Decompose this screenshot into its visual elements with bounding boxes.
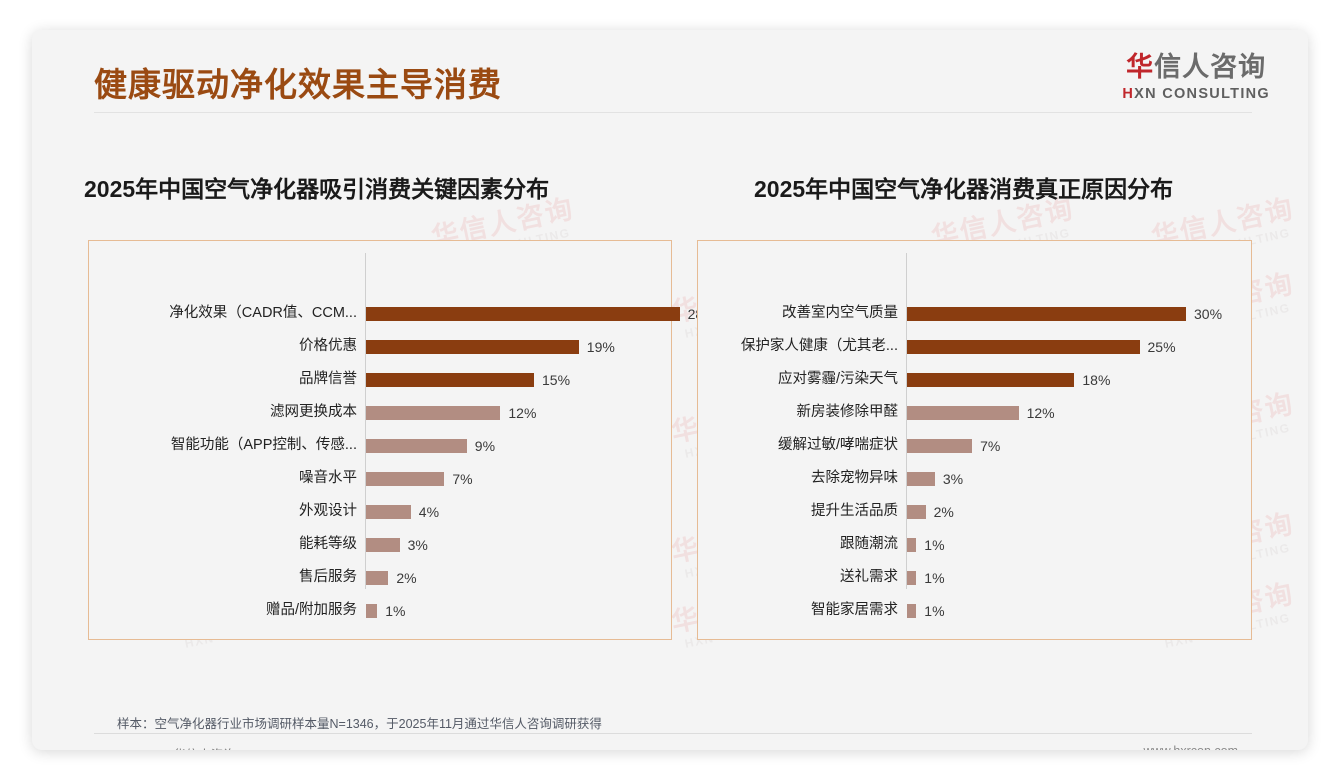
chart-category-label: 噪音水平 [299, 470, 357, 486]
chart-bar [366, 571, 389, 585]
chart-bar [907, 604, 917, 618]
chart-value-label: 3% [942, 471, 964, 487]
chart-bar [366, 439, 467, 453]
chart-value-label: 2% [933, 504, 954, 520]
chart-value-label: 3% [407, 537, 428, 553]
chart-category-label: 滤网更换成本 [270, 404, 357, 420]
chart-value-label: 19% [586, 339, 615, 355]
chart-value-label: 4% [418, 504, 440, 520]
chart-value-label: 1% [924, 603, 945, 619]
chart-value-label: 2% [396, 570, 417, 586]
logo-chinese-rest: 信人咨询 [1154, 52, 1267, 82]
chart-title-right: 2025年中国空气净化器消费真正原因分布 [754, 176, 1174, 202]
chart-bar [366, 340, 579, 354]
chart-plot-left: 净化效果（CADR值、CCM...28%价格优惠19%品牌信誉15%滤网更换成本… [89, 241, 716, 639]
chart-category-label: 改善室内空气质量 [782, 305, 898, 321]
logo-chinese-accent: 华 [1126, 52, 1155, 82]
chart-category-label: 外观设计 [299, 503, 357, 519]
chart-category-label: 新房装修除甲醛 [796, 404, 899, 420]
chart-category-label: 保护家人健康（尤其老... [740, 338, 898, 354]
chart-bar [907, 406, 1019, 420]
chart-bar [907, 340, 1140, 354]
chart-bar [907, 505, 926, 519]
chart-bar [907, 373, 1075, 387]
chart-value-label: 18% [1082, 372, 1111, 388]
chart-category-label: 净化效果（CADR值、CCM... [169, 305, 357, 321]
chart-category-label: 赠品/附加服务 [265, 602, 357, 618]
chart-value-label: 1% [385, 603, 406, 619]
chart-value-label: 25% [1147, 339, 1176, 355]
chart-value-label: 9% [474, 438, 496, 454]
logo-english-accent: H [1122, 86, 1135, 102]
chart-category-label: 智能家居需求 [811, 602, 898, 618]
slide-header: 健康驱动净化效果主导消费 华信人咨询 HXN CONSULTING [32, 30, 1308, 118]
sample-footnote: 样本：空气净化器行业市场调研样本量N=1346，于2025年11月通过华信人咨询… [117, 717, 602, 731]
title-divider [94, 112, 1252, 113]
chart-title-left: 2025年中国空气净化器吸引消费关键因素分布 [84, 176, 550, 202]
chart-bar [907, 307, 1186, 321]
chart-value-label: 7% [980, 438, 1001, 454]
chart-bar [366, 505, 411, 519]
chart-value-label: 12% [1026, 405, 1055, 421]
chart-category-label: 跟随潮流 [840, 536, 898, 552]
slide-card: 华信人咨询 HXN CONSULTING 华信人咨询 HXN CONSULTING华信… [32, 30, 1308, 750]
copyright-text: ©2026.1 HXR华信人咨询 [96, 744, 236, 750]
chart-value-label: 1% [924, 570, 945, 586]
chart-bar [366, 538, 400, 552]
logo-chinese: 华信人咨询 [1122, 54, 1270, 81]
chart-category-label: 应对雾霾/污染天气 [777, 371, 898, 387]
chart-bar [907, 538, 917, 552]
chart-bar [907, 472, 935, 486]
chart-category-label: 送礼需求 [840, 569, 898, 585]
logo-english: HXN CONSULTING [1122, 87, 1270, 102]
chart-bar [366, 604, 378, 618]
chart-category-label: 去除宠物异味 [811, 470, 898, 486]
chart-category-label: 品牌信誉 [299, 371, 357, 387]
chart-category-label: 售后服务 [299, 569, 357, 585]
chart-value-label: 1% [924, 537, 945, 553]
footer-divider [94, 733, 1252, 734]
chart-bar [366, 373, 534, 387]
chart-category-label: 智能功能（APP控制、传感... [170, 437, 357, 453]
website-url[interactable]: www.hxrcon.com [1144, 744, 1238, 750]
chart-panel-right: 改善室内空气质量 30% 保护家人健康（尤其老... 25% 应对雾霾/污染天气 18% 新… [697, 240, 1252, 640]
brand-logo: 华信人咨询 HXN CONSULTING [1122, 54, 1270, 102]
chart-category-label: 价格优惠 [299, 338, 357, 354]
chart-bar [907, 571, 917, 585]
chart-bar [907, 439, 973, 453]
chart-value-label: 7% [452, 471, 473, 487]
chart-category-label: 缓解过敏/哮喘症状 [777, 437, 898, 453]
chart-category-label: 能耗等级 [299, 536, 357, 552]
chart-value-label: 15% [542, 372, 571, 388]
chart-axis-line [906, 253, 907, 589]
chart-value-label: 30% [1194, 306, 1223, 322]
chart-panel-left: 净化效果（CADR值、CCM...28%价格优惠19%品牌信誉15%滤网更换成本… [88, 240, 716, 640]
chart-plot-right: 改善室内空气质量 30% 保护家人健康（尤其老... 25% 应对雾霾/污染天气 18% 新… [698, 241, 1251, 639]
chart-value-label: 12% [508, 405, 537, 421]
chart-bar [366, 472, 445, 486]
chart-category-label: 提升生活品质 [811, 503, 898, 519]
page-title: 健康驱动净化效果主导消费 [94, 66, 502, 103]
chart-axis-line [365, 253, 366, 589]
logo-english-rest: XN CONSULTING [1134, 86, 1270, 102]
chart-bar [366, 406, 501, 420]
chart-bar [366, 307, 680, 321]
